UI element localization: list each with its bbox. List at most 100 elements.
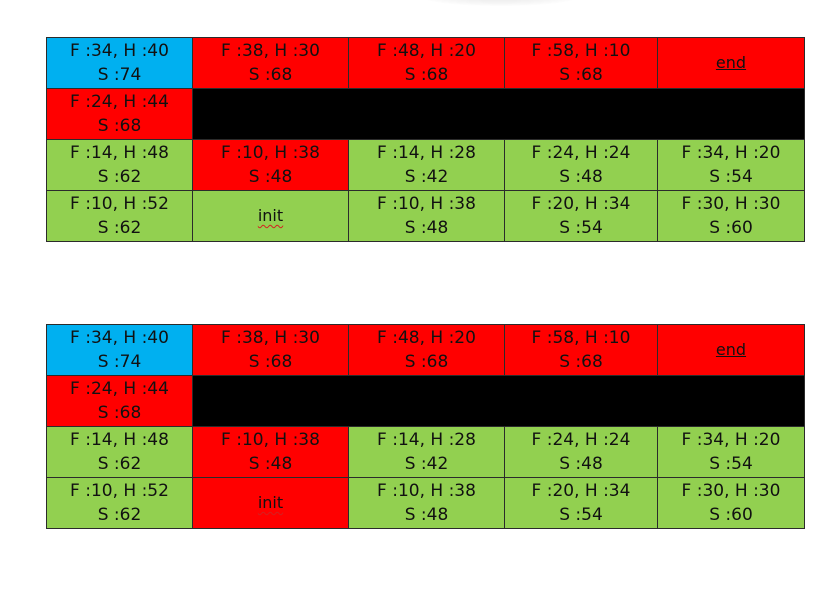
fh-score-text: F :10, H :38 [221, 143, 320, 163]
fh-score-text: F :10, H :38 [377, 481, 476, 501]
s-score-text: S :48 [248, 454, 293, 474]
grid-node-cell: F :10, H :38 S :48 [192, 426, 349, 478]
end-label: end [715, 340, 747, 359]
s-score-text: S :54 [709, 167, 753, 187]
grid-row: F :34, H :40 S :74 F :38, H :30 S :68 F :48,… [46, 37, 805, 89]
fh-score-text: F :24, H :24 [531, 430, 631, 450]
s-score-text: S :68 [97, 403, 142, 423]
grid-node-cell: F :24, H :44 S :68 [46, 375, 193, 427]
s-score-text: S :48 [404, 218, 449, 238]
grid-node-cell: F :10, H :38 S :48 [348, 190, 505, 242]
s-score-text: S :74 [97, 352, 142, 372]
fh-score-text: F :10, H :52 [70, 194, 169, 214]
s-score-text: S :60 [709, 505, 753, 525]
pathfinding-grid-2: F :34, H :40 S :74 F :38, H :30 S :68 F :48,… [46, 324, 805, 529]
grid-node-cell: F :14, H :28 S :42 [348, 139, 505, 191]
grid-row: F :24, H :44 S :68 [46, 88, 805, 140]
grid-node-cell: F :34, H :40 S :74 [46, 37, 193, 89]
grid-node-cell: F :30, H :30 S :60 [657, 190, 805, 242]
s-score-text: S :48 [559, 167, 603, 187]
fh-score-text: F :20, H :34 [531, 481, 631, 501]
end-cell: end [657, 324, 805, 376]
grid-node-cell: F :34, H :40 S :74 [46, 324, 193, 376]
grid-node-cell: F :58, H :10 S :68 [504, 324, 658, 376]
grid-node-cell: F :38, H :30 S :68 [192, 37, 349, 89]
fh-score-text: F :24, H :44 [70, 92, 169, 112]
s-score-text: S :54 [709, 454, 753, 474]
s-score-text: S :62 [97, 218, 142, 238]
fh-score-text: F :10, H :52 [70, 481, 169, 501]
fh-score-text: F :10, H :38 [221, 430, 320, 450]
s-score-text: S :42 [404, 454, 449, 474]
grid-node-cell: F :14, H :28 S :42 [348, 426, 505, 478]
end-cell: end [657, 37, 805, 89]
pathfinding-grid-1: F :34, H :40 S :74 F :38, H :30 S :68 F :48,… [46, 37, 805, 242]
fh-score-text: F :58, H :10 [531, 328, 631, 348]
s-score-text: S :54 [559, 505, 603, 525]
init-label: init [257, 493, 284, 512]
s-score-text: S :62 [97, 505, 142, 525]
grid-node-cell: F :34, H :20 S :54 [657, 426, 805, 478]
s-score-text: S :62 [97, 167, 142, 187]
s-score-text: S :68 [97, 116, 142, 136]
s-score-text: S :54 [559, 218, 603, 238]
grid-row: F :10, H :52 S :62 init F :10, H :38 S :48 F … [46, 477, 805, 529]
s-score-text: S :42 [404, 167, 449, 187]
fh-score-text: F :38, H :30 [221, 41, 320, 61]
grid-node-cell: F :10, H :52 S :62 [46, 190, 193, 242]
fh-score-text: F :48, H :20 [377, 41, 476, 61]
s-score-text: S :74 [97, 65, 142, 85]
grid-row: F :10, H :52 S :62 init F :10, H :38 S :48 F … [46, 190, 805, 242]
grid-node-cell: F :14, H :48 S :62 [46, 139, 193, 191]
fh-score-text: F :24, H :44 [70, 379, 169, 399]
grid-node-cell: F :38, H :30 S :68 [192, 324, 349, 376]
grid-node-cell: F :14, H :48 S :62 [46, 426, 193, 478]
wall-block [192, 88, 805, 140]
fh-score-text: F :14, H :28 [377, 430, 476, 450]
init-cell: init [192, 190, 349, 242]
grid-row: F :24, H :44 S :68 [46, 375, 805, 427]
wall-block [192, 375, 805, 427]
grid-node-cell: F :10, H :38 S :48 [348, 477, 505, 529]
init-cell: init [192, 477, 349, 529]
init-label: init [257, 206, 284, 225]
grid-node-cell: F :10, H :52 S :62 [46, 477, 193, 529]
s-score-text: S :68 [404, 65, 449, 85]
grid-row: F :34, H :40 S :74 F :38, H :30 S :68 F :48,… [46, 324, 805, 376]
fh-score-text: F :38, H :30 [221, 328, 320, 348]
fh-score-text: F :30, H :30 [681, 194, 781, 214]
grid-node-cell: F :34, H :20 S :54 [657, 139, 805, 191]
fh-score-text: F :14, H :48 [70, 430, 169, 450]
fh-score-text: F :34, H :20 [681, 430, 781, 450]
fh-score-text: F :34, H :20 [681, 143, 781, 163]
s-score-text: S :48 [404, 505, 449, 525]
fh-score-text: F :48, H :20 [377, 328, 476, 348]
grid-node-cell: F :58, H :10 S :68 [504, 37, 658, 89]
grid-node-cell: F :10, H :38 S :48 [192, 139, 349, 191]
fh-score-text: F :20, H :34 [531, 194, 631, 214]
fh-score-text: F :14, H :48 [70, 143, 169, 163]
fh-score-text: F :14, H :28 [377, 143, 476, 163]
grid-node-cell: F :24, H :44 S :68 [46, 88, 193, 140]
grid-row: F :14, H :48 S :62 F :10, H :38 S :48 F :14,… [46, 426, 805, 478]
grid-node-cell: F :24, H :24 S :48 [504, 139, 658, 191]
grid-node-cell: F :30, H :30 S :60 [657, 477, 805, 529]
s-score-text: S :68 [559, 352, 603, 372]
fh-score-text: F :10, H :38 [377, 194, 476, 214]
s-score-text: S :48 [559, 454, 603, 474]
fh-score-text: F :34, H :40 [70, 41, 169, 61]
fh-score-text: F :34, H :40 [70, 328, 169, 348]
fh-score-text: F :30, H :30 [681, 481, 781, 501]
s-score-text: S :68 [404, 352, 449, 372]
grid-node-cell: F :48, H :20 S :68 [348, 37, 505, 89]
s-score-text: S :48 [248, 167, 293, 187]
s-score-text: S :68 [559, 65, 603, 85]
fh-score-text: F :24, H :24 [531, 143, 631, 163]
end-label: end [715, 53, 747, 72]
s-score-text: S :68 [248, 352, 293, 372]
s-score-text: S :68 [248, 65, 293, 85]
s-score-text: S :60 [709, 218, 753, 238]
grid-node-cell: F :24, H :24 S :48 [504, 426, 658, 478]
page-top-shadow [420, 0, 580, 6]
grid-row: F :14, H :48 S :62 F :10, H :38 S :48 F :14,… [46, 139, 805, 191]
